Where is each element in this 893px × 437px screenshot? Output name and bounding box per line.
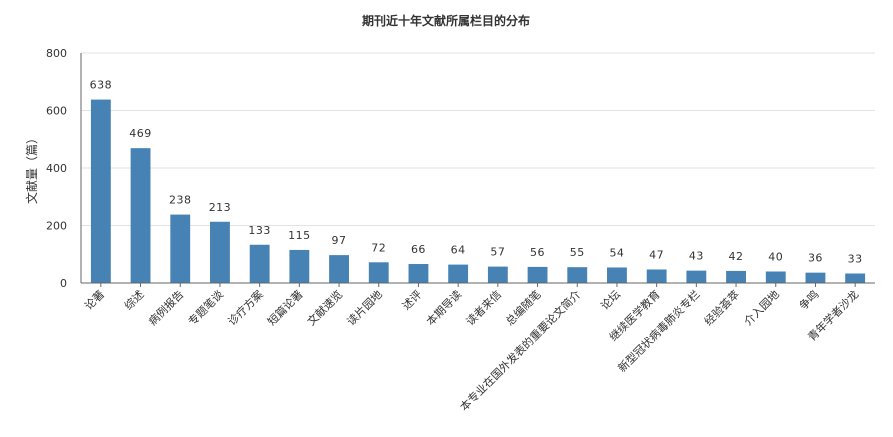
x-tick-label: 读者来信 bbox=[463, 287, 504, 328]
data-label: 43 bbox=[689, 250, 704, 263]
data-label: 115 bbox=[288, 229, 311, 242]
bar bbox=[686, 270, 707, 283]
x-tick-label: 专题笔谈 bbox=[185, 287, 226, 328]
x-tick-label: 介入园地 bbox=[742, 288, 782, 328]
y-tick-label: 800 bbox=[46, 47, 67, 60]
x-tick-label: 读片园地 bbox=[344, 287, 385, 328]
bar bbox=[845, 273, 866, 283]
data-label: 66 bbox=[411, 243, 426, 256]
x-tick-label: 本期导读 bbox=[423, 287, 464, 328]
bar bbox=[805, 272, 826, 283]
data-label: 42 bbox=[729, 250, 744, 263]
bar bbox=[646, 269, 667, 283]
data-label: 64 bbox=[451, 244, 466, 257]
bar bbox=[567, 267, 588, 283]
x-tick-label: 文献速览 bbox=[304, 287, 345, 328]
gridlines bbox=[81, 52, 875, 226]
y-tick-label: 600 bbox=[46, 105, 67, 118]
bar bbox=[487, 266, 508, 283]
bar bbox=[527, 266, 548, 283]
bar bbox=[726, 270, 746, 283]
data-label: 55 bbox=[570, 246, 585, 259]
data-label: 213 bbox=[209, 201, 232, 214]
bar bbox=[210, 221, 230, 283]
x-tick-label: 总编随笔 bbox=[503, 287, 544, 328]
bar bbox=[448, 264, 469, 283]
data-label: 36 bbox=[808, 252, 823, 265]
bar bbox=[368, 262, 389, 283]
bar bbox=[408, 264, 429, 283]
data-label: 638 bbox=[90, 79, 113, 92]
data-label: 72 bbox=[371, 241, 386, 254]
chart-title: 期刊近十年文献所属栏目的分布 bbox=[362, 13, 530, 28]
x-tick-label: 诊疗方案 bbox=[225, 287, 266, 328]
data-label: 469 bbox=[129, 127, 152, 140]
bar bbox=[329, 255, 349, 283]
bar bbox=[130, 148, 151, 283]
bar bbox=[170, 214, 191, 283]
x-tick-label: 短篇论著 bbox=[264, 287, 305, 328]
y-tick-label: 0 bbox=[60, 277, 67, 290]
data-label: 57 bbox=[490, 246, 505, 259]
bar bbox=[249, 244, 270, 283]
x-axis-ticks: 论著 综述 病例报告 专题笔谈 诊疗方案 短篇论著 文献速览 读片园地 述评 本期导读 读者来信 总编… bbox=[82, 283, 861, 414]
bar bbox=[765, 271, 786, 283]
x-tick-label: 争鸣 bbox=[796, 287, 821, 312]
x-tick-label: 综述 bbox=[121, 287, 146, 312]
data-label: 33 bbox=[848, 253, 863, 266]
x-tick-label: 论坛 bbox=[598, 287, 623, 312]
data-label: 97 bbox=[332, 234, 347, 247]
x-tick-label: 述评 bbox=[400, 288, 425, 313]
x-tick-label: 论著 bbox=[82, 287, 107, 312]
data-label: 54 bbox=[609, 246, 624, 259]
data-label: 133 bbox=[248, 224, 271, 237]
x-tick-label: 病例报告 bbox=[145, 287, 186, 328]
bars bbox=[90, 99, 866, 283]
bar bbox=[289, 249, 310, 283]
bar bbox=[607, 267, 627, 283]
y-tick-label: 400 bbox=[46, 162, 67, 175]
data-label: 56 bbox=[530, 246, 545, 259]
data-label: 47 bbox=[649, 248, 664, 261]
y-tick-label: 200 bbox=[46, 220, 67, 233]
data-label: 40 bbox=[768, 251, 783, 264]
y-axis-label: 文献量（篇） bbox=[24, 132, 39, 204]
x-tick-label: 经验荟萃 bbox=[701, 287, 742, 328]
bar bbox=[90, 99, 111, 283]
data-labels: 638 469 238 213 133 115 97 72 66 64 57 56 55 54 47 43 42… bbox=[90, 79, 863, 266]
data-label: 238 bbox=[169, 194, 192, 207]
y-axis-ticks: 0 200 400 600 800 bbox=[46, 47, 67, 290]
